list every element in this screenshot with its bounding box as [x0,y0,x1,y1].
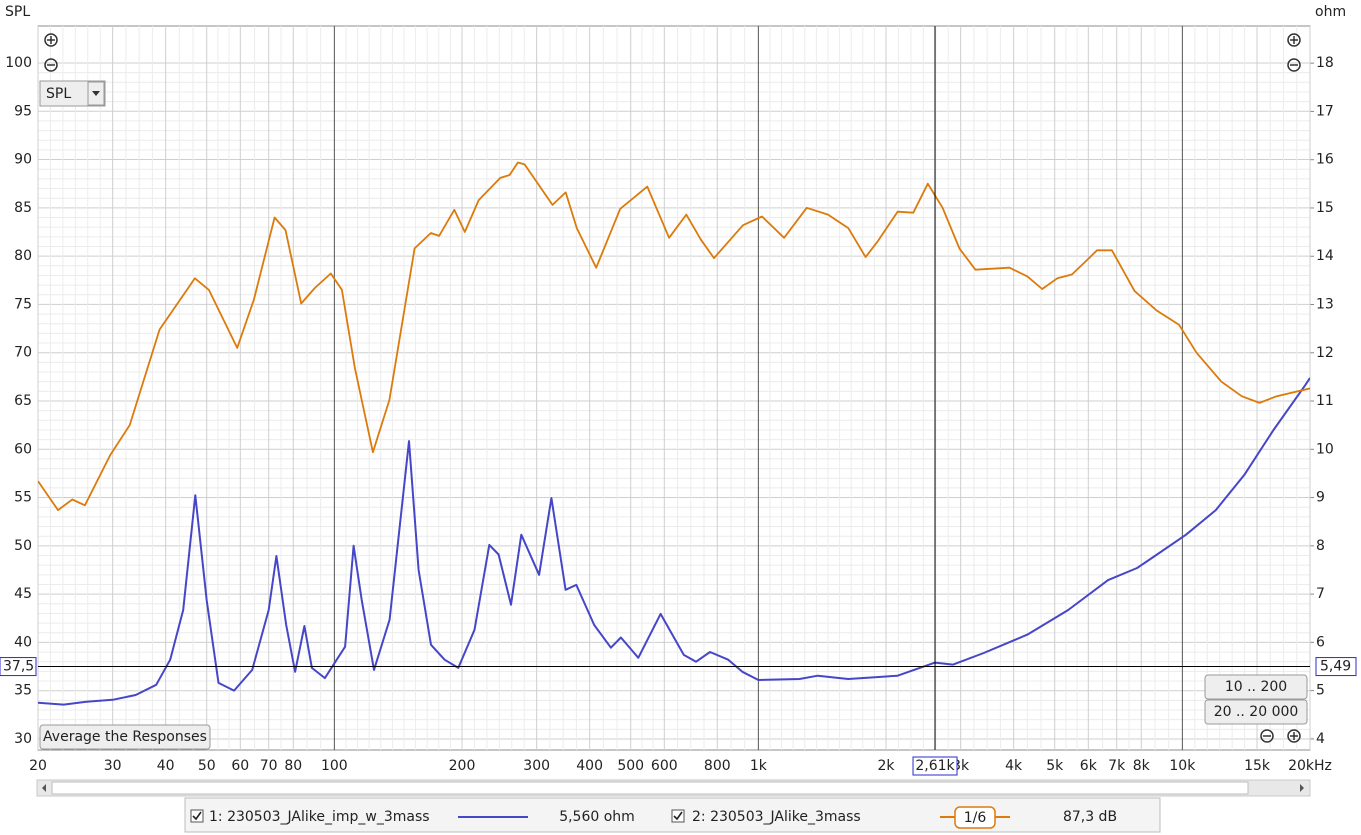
checkbox[interactable] [671,809,685,823]
y-tick-label: 90 [14,152,32,168]
y2-tick-label: 13 [1316,296,1334,312]
y2-tick-label: 11 [1316,393,1334,409]
x-tick-label: 30 [104,758,122,774]
cursor-label-box [1315,657,1357,677]
y-tick-label: 80 [14,248,32,264]
y2-tick-label: 17 [1316,103,1334,119]
y2-tick-label: 10 [1316,441,1334,457]
x-tick-label: 100 [321,758,348,774]
y-tick-label: 60 [14,441,32,457]
scrollbar[interactable] [36,779,1311,797]
series-line [38,377,1310,706]
y2-tick-label: 15 [1316,200,1334,216]
y2-axis-label: ohm [1315,4,1346,20]
y-axis-label: SPL [5,4,30,20]
legend-readout: 5,560 ohm [559,809,635,825]
legend-label: 1: 230503_JAlike_imp_w_3mass [209,809,430,825]
x-tick-label: 6k [1080,758,1098,774]
y2-tick-label: 6 [1316,634,1325,650]
x-tick-label: 80 [284,758,302,774]
x-tick-label: 1k [750,758,768,774]
x-tick-label: 200 [449,758,476,774]
cursor-x-label: 2,61k [915,758,955,774]
y2-tick-label: 8 [1316,538,1325,554]
x-tick-label: 10k [1169,758,1196,774]
y2-tick-label: 9 [1316,490,1325,506]
y-tick-label: 65 [14,393,32,409]
y2-tick-label: 16 [1316,152,1334,168]
x-tick-label: 500 [617,758,644,774]
y-tick-label: 35 [14,683,32,699]
y-tick-label: 85 [14,200,32,216]
grid [37,26,1314,750]
smoothing-label: 1/6 [964,810,987,826]
plot-area [37,25,1311,751]
range-button[interactable]: 10 .. 200 [1204,674,1308,700]
x-tick-label: 50 [198,758,216,774]
button-label: 20 .. 20 000 [1214,704,1299,720]
cursor-label-box [0,657,37,677]
cursor-label-box [912,756,958,776]
y-tick-label: 55 [14,490,32,506]
x-tick-label: 15k [1244,758,1271,774]
average-button[interactable]: Average the Responses [39,724,211,750]
x-tick-label: 5k [1046,758,1064,774]
x-tick-label: 4k [1005,758,1023,774]
zoom-icons[interactable] [44,33,1301,743]
overlay [38,26,1310,750]
curves [38,161,1310,706]
y-tick-label: 95 [14,103,32,119]
legend: 1: 230503_JAlike_imp_w_3mass 5,560 ohm 2: … [209,806,1117,829]
y2-tick-label: 5 [1316,683,1325,699]
x-tick-label: 20 [29,758,47,774]
smoothing-box [954,806,996,829]
x-tick-label: 800 [704,758,731,774]
y2-tick-label: 7 [1316,586,1325,602]
dropdown-label: SPL [46,86,71,102]
legend-readout: 87,3 dB [1063,809,1117,825]
x-tick-label: 20kHz [1288,758,1332,774]
y-tick-label: 100 [5,55,32,71]
series-line [38,161,1310,511]
range-button[interactable]: 20 .. 20 000 [1204,699,1308,725]
x-tick-label: 2k [877,758,895,774]
x-tick-label: 60 [231,758,249,774]
button-label: Average the Responses [43,729,207,745]
y-tick-label: 30 [14,731,32,747]
y-tick-label: 45 [14,586,32,602]
x-tick-label: 70 [260,758,278,774]
y-tick-label: 75 [14,296,32,312]
x-tick-label: 8k [1133,758,1151,774]
x-tick-label: 400 [576,758,603,774]
y2-tick-label: 14 [1316,248,1334,264]
checkbox[interactable] [190,809,204,823]
graph-dropdown[interactable]: SPL [39,80,106,107]
y2-tick-label: 12 [1316,345,1334,361]
y-tick-label: 70 [14,345,32,361]
x-tick-label: 600 [651,758,678,774]
x-tick-label: 300 [523,758,550,774]
y2-tick-label: 4 [1316,731,1325,747]
y-tick-label: 50 [14,538,32,554]
y-tick-label: 40 [14,634,32,650]
y2-tick-label: 18 [1316,55,1334,71]
legend-label: 2: 230503_JAlike_3mass [692,809,861,825]
x-tick-label: 7k [1108,758,1126,774]
button-label: 10 .. 200 [1225,679,1287,695]
x-tick-label: 40 [157,758,175,774]
cursor-y-label: 37,5 [3,659,34,675]
cursor-y2-label: 5,49 [1320,659,1351,675]
